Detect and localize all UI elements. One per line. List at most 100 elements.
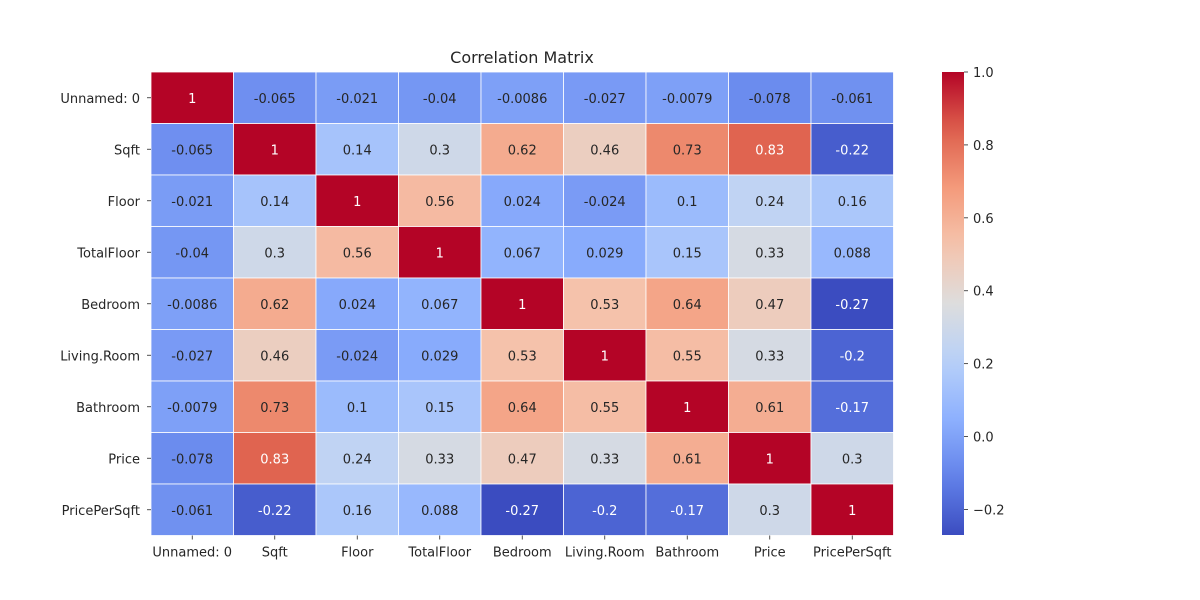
heatmap-cell: [645, 174, 729, 227]
y-tick-labels: Unnamed: 0 Sqft Floor TotalFloor Bedroom Livi…: [60, 92, 151, 519]
cell-value-label: 0.73: [673, 143, 702, 158]
heatmap-cell: [480, 174, 564, 227]
y-tick-label: Price: [108, 452, 140, 467]
x-tick-label: Bedroom: [493, 546, 552, 561]
cell-value-label: 0.024: [339, 298, 376, 313]
cell-value-label: 0.3: [429, 143, 450, 158]
heatmap-cell: [563, 71, 647, 124]
heatmap-cell: [233, 174, 317, 227]
cell-value-label: 0.64: [508, 401, 537, 416]
cell-value-label: 0.1: [347, 401, 368, 416]
cell-value-label: -0.04: [423, 92, 457, 107]
cell-value-label: -0.2: [840, 349, 865, 364]
cell-value-label: -0.0086: [497, 92, 547, 107]
y-tick-label: Sqft: [114, 143, 140, 158]
cell-value-label: 0.47: [755, 298, 784, 313]
heatmap-cell: [398, 174, 482, 227]
cell-value-label: 0.61: [755, 401, 784, 416]
cell-value-label: -0.0079: [167, 401, 217, 416]
heatmap-cell: [645, 277, 729, 330]
cell-value-label: -0.27: [835, 298, 869, 313]
y-tick-label: Unnamed: 0: [60, 92, 140, 107]
colorbar-tick-label: 0.8: [973, 139, 994, 154]
colorbar-gradient: [942, 72, 964, 535]
cell-value-label: 0.46: [260, 349, 289, 364]
heatmap-cell: [563, 329, 647, 382]
heatmap-cell: [480, 483, 564, 536]
heatmap-cell: [398, 226, 482, 279]
heatmap-cell: [645, 380, 729, 433]
heatmap-cell: [150, 432, 234, 485]
colorbar-tick-label: 0.0: [973, 431, 994, 446]
heatmap-cell: [728, 71, 812, 124]
chart-title: Correlation Matrix: [450, 48, 594, 67]
cell-value-label: 1: [518, 298, 526, 313]
cell-value-label: 0.3: [264, 246, 285, 261]
cell-value-label: -0.078: [749, 92, 791, 107]
cell-value-label: 1: [271, 143, 279, 158]
cell-value-label: 0.46: [590, 143, 619, 158]
heatmap-cell: [645, 483, 729, 536]
heatmap-cell: [315, 483, 399, 536]
cell-value-label: -0.021: [336, 92, 378, 107]
cell-value-label: -0.27: [505, 504, 539, 519]
cell-value-label: -0.04: [175, 246, 209, 261]
heatmap-cell: [398, 277, 482, 330]
heatmap-cell: [645, 123, 729, 176]
cell-value-label: -0.0086: [167, 298, 217, 313]
heatmap-cell: [480, 123, 564, 176]
colorbar: −0.2 0.0 0.2 0.4 0.6 0.8 1.0: [942, 66, 1005, 535]
heatmap-cell: [810, 483, 894, 536]
cell-value-label: -0.061: [171, 504, 213, 519]
cell-value-label: 0.16: [343, 504, 372, 519]
x-tick-labels: Unnamed: 0 Sqft Floor TotalFloor Bedroom Livi…: [152, 535, 891, 561]
cell-value-label: 0.24: [343, 452, 372, 467]
x-tick-label: Living.Room: [565, 546, 645, 561]
y-tick-label: Floor: [108, 195, 141, 210]
cell-value-label: 0.029: [586, 246, 623, 261]
heatmap-cell: [233, 380, 317, 433]
cell-value-label: -0.0079: [662, 92, 712, 107]
cell-value-label: 0.3: [759, 504, 780, 519]
colorbar-tick-label: 0.2: [973, 358, 994, 373]
cell-value-label: 0.024: [504, 195, 541, 210]
cell-value-label: 0.14: [260, 195, 289, 210]
heatmap-cell: [398, 123, 482, 176]
heatmap-cell: [233, 226, 317, 279]
cell-value-label: 1: [353, 195, 361, 210]
heatmap-cell: [233, 329, 317, 382]
heatmap-cells: 1 -0.065 -0.021 -0.04 -0.0086 -0.027 -0.0079 -0…: [150, 71, 894, 536]
cell-value-label: 0.62: [260, 298, 289, 313]
cell-value-label: -0.065: [254, 92, 296, 107]
x-tick-label: Bathroom: [655, 546, 719, 561]
cell-value-label: 0.55: [590, 401, 619, 416]
heatmap-cell: [810, 277, 894, 330]
cell-value-label: 0.33: [590, 452, 619, 467]
heatmap-cell: [480, 71, 564, 124]
x-tick-label: Price: [754, 546, 786, 561]
cell-value-label: -0.22: [835, 143, 869, 158]
heatmap-cell: [315, 174, 399, 227]
cell-value-label: 0.61: [673, 452, 702, 467]
heatmap-cell: [480, 432, 564, 485]
cell-value-label: 0.33: [755, 246, 784, 261]
y-tick-label: Living.Room: [60, 349, 140, 364]
cell-value-label: 0.47: [508, 452, 537, 467]
cell-value-label: -0.17: [835, 401, 869, 416]
cell-value-label: -0.021: [171, 195, 213, 210]
cell-value-label: -0.024: [336, 349, 378, 364]
cell-value-label: -0.22: [258, 504, 292, 519]
colorbar-tick-label: 0.4: [973, 285, 994, 300]
cell-value-label: 1: [601, 349, 609, 364]
heatmap-cell: [150, 329, 234, 382]
heatmap-cell: [150, 380, 234, 433]
heatmap-cell: [315, 71, 399, 124]
cell-value-label: 0.088: [421, 504, 458, 519]
y-tick-label: TotalFloor: [76, 246, 140, 261]
x-tick-label: TotalFloor: [407, 546, 471, 561]
cell-value-label: -0.065: [171, 143, 213, 158]
heatmap-cell: [810, 329, 894, 382]
y-tick-label: PricePerSqft: [62, 504, 140, 519]
cell-value-label: 0.067: [421, 298, 458, 313]
y-tick-label: Bedroom: [81, 298, 140, 313]
